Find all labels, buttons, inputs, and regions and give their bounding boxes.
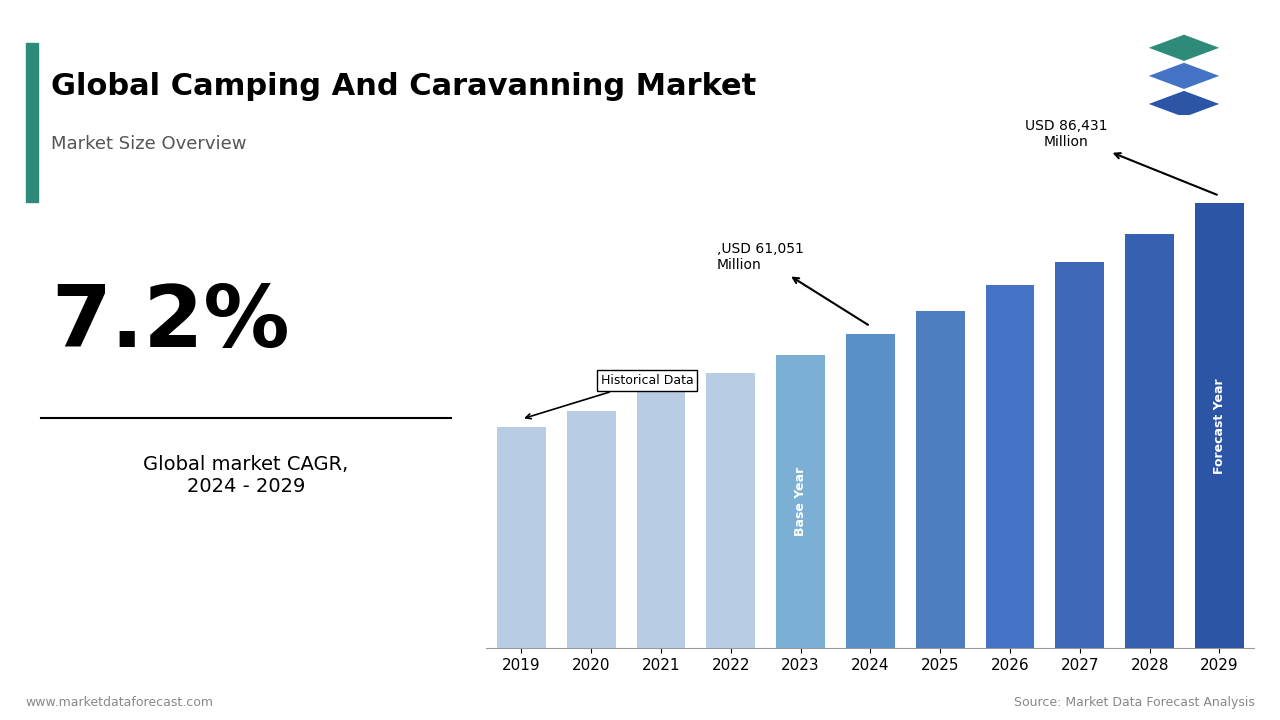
- Polygon shape: [1149, 35, 1220, 61]
- Bar: [497, 427, 545, 648]
- Bar: [636, 388, 685, 648]
- Bar: [707, 373, 755, 648]
- Bar: [26, 43, 38, 202]
- Text: Forecast Year: Forecast Year: [1213, 378, 1226, 474]
- Text: Global market CAGR,
2024 - 2029: Global market CAGR, 2024 - 2029: [143, 455, 348, 495]
- Bar: [1196, 204, 1244, 648]
- Polygon shape: [1149, 91, 1220, 117]
- Bar: [776, 355, 826, 648]
- Bar: [915, 311, 965, 648]
- Text: Source: Market Data Forecast Analysis: Source: Market Data Forecast Analysis: [1014, 696, 1254, 708]
- Text: Global Camping And Caravanning Market: Global Camping And Caravanning Market: [51, 72, 756, 101]
- Text: Base Year: Base Year: [794, 467, 808, 536]
- Text: 7.2%: 7.2%: [51, 282, 289, 366]
- Bar: [567, 411, 616, 648]
- Text: Market Size Overview: Market Size Overview: [51, 135, 247, 153]
- Text: ,USD 61,051
Million: ,USD 61,051 Million: [717, 242, 868, 325]
- Bar: [1125, 234, 1174, 648]
- Text: USD 86,431
Million: USD 86,431 Million: [1025, 119, 1217, 194]
- Bar: [846, 334, 895, 648]
- Text: www.marketdataforecast.com: www.marketdataforecast.com: [26, 696, 214, 708]
- Text: Historical Data: Historical Data: [526, 374, 694, 419]
- Polygon shape: [1149, 63, 1220, 89]
- Bar: [986, 285, 1034, 648]
- Bar: [1056, 262, 1105, 648]
